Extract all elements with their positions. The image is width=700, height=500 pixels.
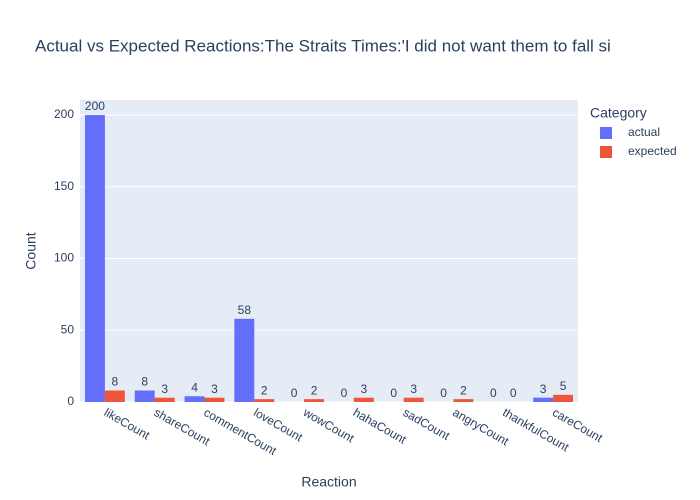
plot-area	[80, 100, 578, 402]
value-label: 2	[261, 383, 268, 397]
legend-swatch	[600, 127, 612, 139]
value-label: 3	[361, 382, 368, 396]
y-tick-label: 100	[54, 251, 74, 265]
y-tick-label: 200	[54, 107, 74, 121]
bar	[553, 394, 574, 402]
legend-label: actual	[628, 125, 660, 139]
value-label: 58	[238, 303, 252, 317]
value-label: 2	[460, 383, 467, 397]
bar	[234, 318, 255, 402]
legend-title: Category	[590, 105, 647, 121]
bar	[204, 397, 225, 402]
value-label: 2	[311, 383, 318, 397]
value-label: 5	[560, 379, 567, 393]
bar	[254, 399, 275, 402]
x-tick-label: hahaCount	[351, 405, 409, 447]
bar	[353, 397, 374, 402]
chart-title: Actual vs Expected Reactions:The Straits…	[35, 36, 611, 55]
x-tick-label: sadCount	[401, 405, 453, 443]
bar	[104, 390, 125, 402]
value-label: 8	[141, 375, 148, 389]
bar	[134, 390, 155, 402]
y-tick-label: 150	[54, 179, 74, 193]
value-label: 8	[112, 375, 119, 389]
value-label: 3	[410, 382, 417, 396]
value-label: 0	[291, 386, 298, 400]
value-label: 0	[341, 386, 348, 400]
value-label: 0	[390, 386, 397, 400]
legend-swatch	[600, 146, 612, 158]
y-axis-title: Count	[23, 232, 39, 269]
value-label: 0	[490, 386, 497, 400]
x-tick-label: wowCount	[300, 405, 357, 446]
bar	[84, 115, 105, 402]
legend-label: expected	[628, 144, 677, 158]
value-label: 3	[211, 382, 218, 396]
value-label: 3	[540, 382, 547, 396]
x-tick-label: likeCount	[102, 405, 153, 442]
value-label: 200	[85, 99, 105, 113]
bar	[154, 397, 175, 402]
value-label: 3	[161, 382, 168, 396]
value-label: 0	[440, 386, 447, 400]
bar	[453, 399, 474, 402]
value-label: 0	[510, 386, 517, 400]
bar	[403, 397, 424, 402]
y-tick-label: 0	[67, 394, 74, 408]
bar	[184, 396, 205, 402]
bar	[533, 397, 554, 402]
x-axis-title: Reaction	[301, 474, 356, 490]
y-tick-label: 50	[61, 322, 75, 336]
value-label: 4	[191, 380, 198, 394]
bar	[304, 399, 325, 402]
